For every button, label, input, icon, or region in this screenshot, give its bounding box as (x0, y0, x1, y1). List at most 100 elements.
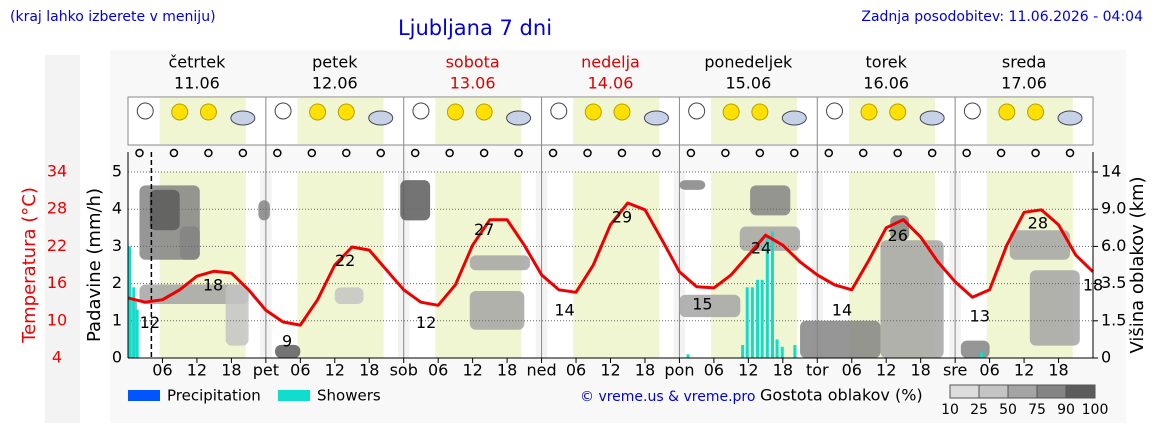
cloud-icon (506, 110, 532, 126)
sun-icon (722, 103, 740, 121)
cloud-scale-box (978, 384, 1009, 399)
wind-icon (479, 148, 489, 158)
sun-icon (171, 103, 189, 121)
x-tick-label: 06 (290, 361, 310, 380)
shower-bar (980, 352, 984, 358)
temperature-line (127, 201, 1095, 327)
temperature-label: 28 (1028, 214, 1048, 233)
daylight (573, 172, 660, 358)
wind-icon (169, 148, 179, 158)
day-name: nedelja (581, 53, 640, 72)
shower-bar (793, 344, 797, 358)
temperature-label: 26 (888, 226, 908, 245)
cloud-patch (880, 240, 944, 358)
sun-icon (199, 103, 217, 121)
shower-bar (741, 344, 745, 358)
cloud-scale-box (1036, 384, 1067, 399)
x-tick-label: 12 (738, 361, 758, 380)
x-tick-label: 12 (187, 361, 207, 380)
wind-icon (1031, 148, 1040, 158)
wind-icon (514, 148, 523, 158)
shower-bar (135, 309, 139, 358)
temperature-tick-label: 4 (52, 348, 62, 367)
cloud-icon (230, 110, 256, 126)
y-tick-label: 2 (112, 273, 122, 292)
wind-icon (893, 148, 902, 158)
temperature-label: 13 (970, 307, 990, 326)
wind-icon (790, 148, 799, 158)
wind-icon (238, 148, 248, 158)
cloud-patch (750, 185, 791, 216)
chart-title: Ljubljana 7 dni (398, 16, 552, 40)
sun-icon (309, 103, 327, 121)
temperature-label: 18 (1083, 276, 1103, 295)
cloud-scale-box (1065, 384, 1096, 399)
cloud-scale-label: 10 (941, 402, 959, 418)
y-tick-label: 1 (112, 310, 122, 329)
wind-icon (996, 148, 1006, 158)
x-tick-label: 18 (221, 361, 241, 380)
cloud-patch (149, 189, 180, 231)
cloud-scale-label: 50 (999, 402, 1017, 418)
moon-icon (963, 102, 981, 120)
temperature-tick-label: 34 (47, 162, 67, 181)
x-tick-label: 18 (359, 361, 379, 380)
wind-icon (376, 148, 385, 158)
temperature-label: 29 (612, 208, 632, 227)
y2-axis-label: Višina oblakov (km) (1127, 176, 1148, 353)
y-tick-label: 5 (112, 162, 122, 181)
cloud-scale-label: 100 (1082, 402, 1109, 418)
legend-swatch (128, 390, 160, 401)
shower-bar (132, 287, 136, 358)
day-date: 16.06 (863, 74, 909, 93)
x-tick-label: 12 (462, 361, 482, 380)
wind-icon (135, 148, 144, 158)
day-date: 11.06 (174, 74, 220, 93)
cloud-patch (1009, 230, 1071, 260)
day-date: 15.06 (725, 74, 771, 93)
temperature-label: 27 (474, 220, 494, 239)
day-date: 17.06 (1001, 74, 1047, 93)
temperature-label: 9 (282, 332, 292, 351)
temperature-tick-label: 22 (47, 236, 67, 255)
shower-bar (750, 287, 754, 358)
shower-bar (775, 339, 779, 358)
x-tick-label: 06 (566, 361, 586, 380)
x-tick-label: sre (943, 361, 967, 380)
x-tick-label: ned (527, 361, 557, 380)
sun-icon (998, 103, 1016, 121)
wind-icon (755, 148, 765, 158)
wind-icon (1065, 148, 1075, 158)
shower-bar (760, 279, 764, 358)
shower-bar (128, 246, 132, 358)
sun-icon (446, 103, 464, 121)
sun-icon (584, 103, 602, 121)
sun-icon (613, 103, 631, 121)
cloud-patch (469, 291, 525, 330)
wind-icon (204, 148, 213, 158)
temperature-label: 14 (554, 301, 574, 320)
legend-label: Showers (317, 387, 381, 405)
x-tick-label: 12 (1014, 361, 1034, 380)
sun-icon (751, 103, 769, 121)
y-tick-label: 3 (112, 236, 122, 255)
day-name: sobota (446, 53, 500, 72)
temperature-label: 24 (751, 239, 771, 258)
x-tick-label: 06 (704, 361, 724, 380)
wind-icon (686, 148, 696, 158)
cloud-legend-title: Gostota oblakov (%) (760, 386, 923, 405)
x-tick-label: 18 (910, 361, 930, 380)
temperature-tick-label: 10 (47, 310, 67, 329)
x-tick-label: 06 (152, 361, 172, 380)
wind-icon (445, 148, 454, 158)
wind-icon (307, 148, 317, 158)
sun-icon (1027, 103, 1045, 121)
day-name: petek (312, 53, 358, 72)
cloud-patch (334, 287, 364, 305)
moon-icon (688, 102, 706, 120)
wind-icon (927, 148, 937, 158)
x-tick-label: 18 (497, 361, 517, 380)
wind-icon (583, 148, 592, 158)
cloud-scale-box (1007, 384, 1038, 399)
y2-tick-label: 3.5 (1101, 273, 1126, 292)
